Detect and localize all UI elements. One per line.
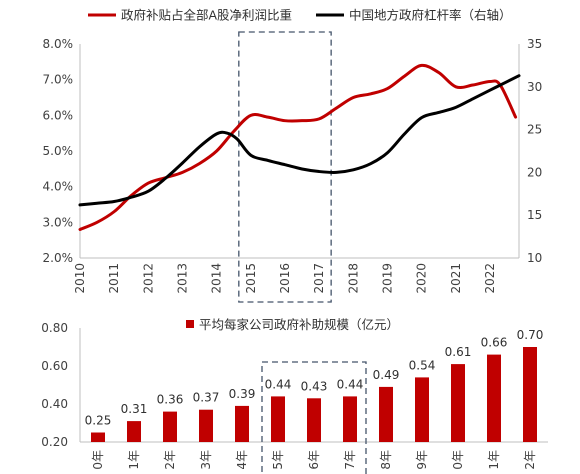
bar-data-label: 0.61 [445, 345, 472, 359]
x-tick-labels: 2010 2011 2012 2013 2014 2015 2016 2017 2018 2019… [73, 263, 497, 294]
line-chart: 政府补贴占全部A股净利润比重 中国地方政府杠杆率（右轴） 2.0% 3.0% 4.0%… [43, 8, 542, 303]
legend-label-subsidy: 政府补贴占全部A股净利润比重 [121, 8, 292, 23]
bar [127, 421, 141, 442]
bar-x-tick-label: 3年 [199, 450, 213, 470]
bar-chart: 平均每家公司政府补助规模（亿元） 0.200.400.600.80 0.250.… [41, 317, 548, 474]
bar-data-label: 0.31 [121, 402, 148, 416]
right-y-tick-label: 30 [527, 80, 542, 94]
left-y-tick-label: 2.0% [43, 251, 74, 265]
right-y-tick-label: 10 [527, 251, 542, 265]
x-tick-label: 2022 [483, 263, 497, 294]
x-tick-label: 2021 [449, 263, 463, 294]
bar-x-tick-label: 9年 [415, 450, 429, 470]
bar [523, 347, 537, 442]
left-y-tick-label: 4.0% [43, 180, 74, 194]
bar-y-tick-label: 0.60 [41, 359, 68, 373]
bar [451, 364, 465, 442]
bar-data-label: 0.39 [229, 387, 256, 401]
right-y-tick-labels: 10 15 20 25 30 35 [527, 37, 542, 265]
bar-x-tick-labels: 0年 1年 2年 3年 4年 5年 6年 7年 8年 9年 0年 1年 2年 [91, 450, 537, 470]
bar-x-tick-label: 2年 [523, 450, 537, 470]
legend-label-leverage: 中国地方政府杠杆率（右轴） [349, 8, 512, 23]
bar-x-tick-label: 0年 [91, 450, 105, 470]
right-y-tick-label: 15 [527, 208, 542, 222]
bar-x-tick-label: 1年 [127, 450, 141, 470]
left-y-tick-label: 7.0% [43, 73, 74, 87]
left-y-tick-label: 8.0% [43, 37, 74, 51]
left-y-tick-label: 3.0% [43, 215, 74, 229]
bar-y-tick-label: 0.40 [41, 397, 68, 411]
right-y-tick-label: 25 [527, 123, 542, 137]
bar-data-label: 0.37 [193, 391, 220, 405]
x-tick-label: 2013 [175, 263, 189, 294]
x-tick-label: 2017 [312, 263, 326, 294]
bar [235, 405, 249, 442]
x-tick-label: 2018 [346, 263, 360, 294]
bar-y-tick-labels: 0.20 0.40 0.60 0.80 [41, 321, 68, 449]
bar [199, 409, 213, 442]
x-tick-label: 2014 [210, 263, 224, 294]
bar-y-tick-label: 0.20 [41, 435, 68, 449]
bar-data-labels: 0.25 0.31 0.36 0.37 0.39 0.44 0.43 0.44 0.49 0.54… [85, 328, 544, 428]
bar-x-tick-label: 4年 [235, 450, 249, 470]
x-tick-label: 2010 [73, 263, 87, 294]
highlight-box [238, 31, 332, 303]
bar [91, 432, 105, 442]
legend-swatch-subsidy-scale [186, 320, 194, 328]
bar-x-tick-label: 8年 [379, 450, 393, 470]
x-tick-label: 2015 [244, 263, 258, 294]
bar [307, 398, 321, 442]
right-y-tick-label: 20 [527, 165, 542, 179]
subsidy-share-line [78, 63, 518, 231]
right-y-tick-label: 35 [527, 37, 542, 51]
bar-x-tick-label: 0年 [451, 450, 465, 470]
bar-x-tick-label: 2年 [163, 450, 177, 470]
x-tick-label: 2016 [278, 263, 292, 294]
bars [91, 347, 537, 442]
bar-data-label: 0.43 [301, 379, 328, 393]
bar-data-label: 0.44 [265, 377, 292, 391]
x-tick-label: 2020 [415, 263, 429, 294]
bar-data-label: 0.25 [85, 414, 112, 428]
bar-data-label: 0.66 [481, 336, 508, 350]
bar-x-tick-label: 1年 [487, 450, 501, 470]
legend-label-subsidy-scale: 平均每家公司政府补助规模（亿元） [199, 317, 399, 332]
left-y-tick-label: 5.0% [43, 144, 74, 158]
bar-x-tick-label: 7年 [343, 450, 357, 470]
bar [379, 386, 393, 442]
bar [163, 411, 177, 442]
bar-data-label: 0.54 [409, 358, 436, 372]
local-gov-leverage-line [78, 74, 521, 207]
bar-chart-legend: 平均每家公司政府补助规模（亿元） [186, 317, 399, 332]
line-series [78, 63, 521, 231]
bar-data-label: 0.49 [373, 368, 400, 382]
bar-data-label: 0.44 [337, 377, 364, 391]
bar [415, 377, 429, 442]
bar [343, 396, 357, 442]
bar-data-label: 0.36 [157, 393, 184, 407]
x-tick-label: 2011 [107, 263, 121, 294]
bar-x-tick-label: 5年 [271, 450, 285, 470]
bar-y-tick-label: 0.80 [41, 321, 68, 335]
bar-highlight-box [261, 361, 367, 474]
bar [487, 354, 501, 442]
left-y-tick-labels: 2.0% 3.0% 4.0% 5.0% 6.0% 7.0% 8.0% [43, 37, 74, 265]
bar [271, 396, 285, 442]
x-tick-label: 2019 [380, 263, 394, 294]
x-tick-label: 2012 [141, 263, 155, 294]
line-chart-legend: 政府补贴占全部A股净利润比重 中国地方政府杠杆率（右轴） [88, 8, 512, 23]
bar-x-tick-label: 6年 [307, 450, 321, 470]
left-y-tick-label: 6.0% [43, 108, 74, 122]
bar-data-label: 0.70 [517, 328, 544, 342]
